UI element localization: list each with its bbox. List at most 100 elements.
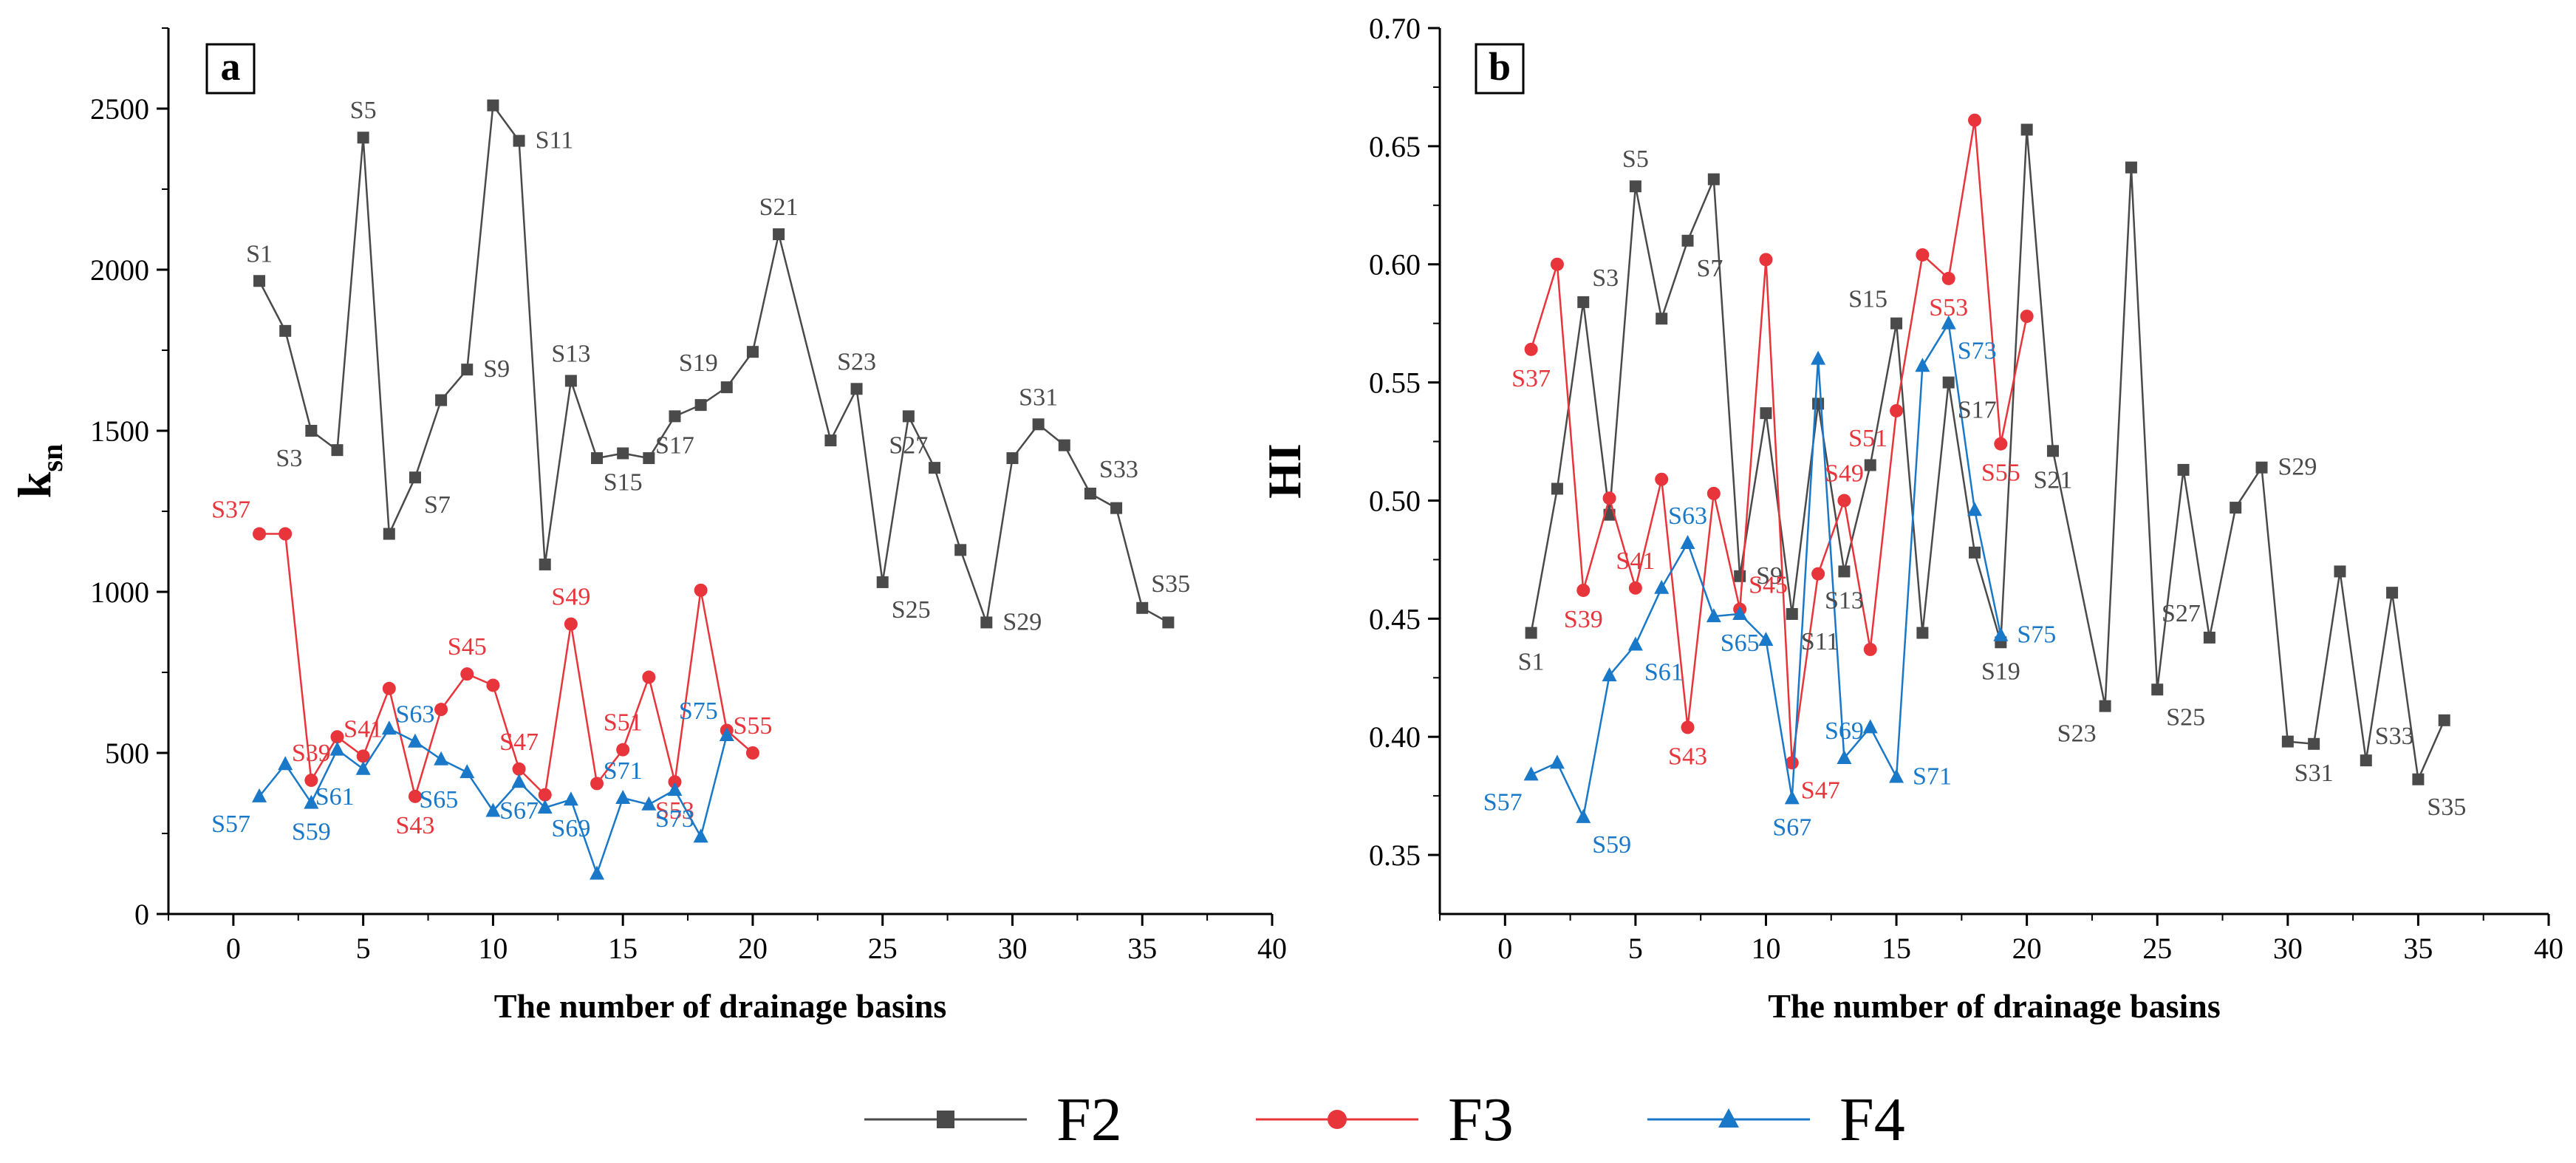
data-point-f3: [1863, 642, 1877, 656]
annotation-label: S67: [499, 797, 539, 825]
data-point-f3: [1628, 581, 1642, 595]
annotation-label: S11: [536, 127, 574, 154]
data-point-f2: [513, 134, 525, 147]
data-point-f4: [1680, 535, 1695, 550]
x-tick-label: 15: [608, 932, 638, 965]
annotation-label: S45: [1749, 572, 1788, 599]
data-point-f3: [1994, 437, 2008, 451]
y-tick-label: 1000: [90, 576, 149, 609]
x-tick-label: 25: [2142, 932, 2172, 965]
data-point-f2: [824, 434, 837, 447]
annotation-label: S49: [1825, 460, 1864, 487]
annotation-label: S3: [276, 445, 302, 472]
annotation-label: S65: [1721, 630, 1760, 657]
data-point-f3: [279, 527, 293, 541]
data-point-f2: [2360, 754, 2372, 767]
data-point-f2: [2386, 587, 2399, 599]
data-point-f4: [641, 796, 657, 811]
data-point-f2: [1864, 459, 1876, 471]
data-point-f4: [1523, 766, 1539, 781]
data-point-f3: [1576, 583, 1591, 597]
data-point-f2: [643, 452, 655, 465]
annotation-label: S1: [1518, 649, 1545, 676]
data-point-f4: [693, 828, 708, 843]
data-point-f2: [2412, 773, 2425, 785]
data-point-f4: [1889, 768, 1904, 783]
annotation-label: S39: [292, 740, 331, 767]
data-point-f2: [2020, 123, 2033, 136]
annotation-label: S27: [2162, 600, 2201, 627]
data-point-f2: [1006, 452, 1019, 465]
data-point-f4: [1732, 605, 1748, 620]
data-point-f3: [408, 789, 422, 803]
data-point-f4: [434, 751, 449, 765]
annotation-label: S21: [759, 194, 799, 221]
data-point-f3: [694, 583, 708, 597]
annotation-label: S11: [1801, 628, 1839, 655]
annotation-label: S25: [2166, 703, 2205, 731]
data-point-f2: [409, 471, 421, 484]
data-point-f3: [642, 670, 656, 684]
data-point-f3: [486, 678, 500, 692]
panel-letter-box: [205, 43, 256, 95]
data-point-f2: [850, 383, 863, 395]
x-tick-label: 5: [1628, 932, 1643, 965]
x-axis-title: The number of drainage basins: [494, 987, 947, 1025]
annotation-label: S33: [2375, 723, 2414, 750]
data-point-f2: [539, 558, 551, 570]
data-point-f4: [1837, 749, 1852, 764]
data-point-f3: [1759, 253, 1773, 267]
data-point-f2: [2099, 700, 2111, 712]
data-point-f4: [1654, 579, 1670, 594]
annotation-label: S57: [211, 811, 250, 838]
data-point-f3: [434, 703, 448, 717]
x-tick-label: 25: [868, 932, 898, 965]
legend-label-f3: F3: [1448, 1085, 1514, 1154]
x-tick-label: 10: [478, 932, 508, 965]
legend: F2 F3 F4: [864, 1085, 1905, 1154]
data-point-f2: [253, 275, 266, 287]
y-tick-label: 0.55: [1369, 366, 1421, 400]
data-point-f4: [1602, 667, 1617, 682]
data-point-f2: [1838, 565, 1851, 578]
annotation-label: S59: [1592, 831, 1631, 859]
annotation-label: S15: [1848, 286, 1887, 313]
data-point-f2: [1577, 296, 1590, 308]
data-point-f2: [2308, 737, 2320, 750]
y-tick-label: 0: [134, 898, 149, 931]
data-point-f2: [357, 132, 369, 144]
annotation-label: S27: [889, 432, 928, 459]
data-point-f2: [1656, 313, 1668, 325]
annotation-label: S61: [1644, 659, 1684, 686]
data-point-f3: [253, 527, 267, 541]
data-point-f3: [1916, 248, 1930, 262]
annotation-label: S73: [1958, 338, 1997, 365]
annotation-label: S17: [1958, 397, 1997, 424]
annotation-label: S7: [424, 491, 451, 519]
y-axis-title: ksn: [8, 444, 69, 498]
y-tick-label: 0.35: [1369, 839, 1421, 872]
annotation-label: S55: [1981, 460, 2020, 487]
data-point-f4: [590, 865, 605, 880]
data-point-f2: [2125, 161, 2137, 174]
data-point-f4: [1993, 627, 2009, 641]
annotation-label: S19: [1981, 658, 2020, 685]
annotation-label: S1: [246, 240, 273, 267]
x-tick-label: 0: [1497, 932, 1512, 965]
annotation-label: S23: [2057, 720, 2097, 748]
legend-marker-f4: [1718, 1108, 1739, 1128]
data-point-f3: [745, 746, 759, 760]
y-axis-title: HI: [1258, 443, 1311, 499]
annotation-label: S41: [1616, 548, 1655, 575]
data-point-f2: [746, 346, 759, 358]
x-tick-label: 5: [356, 932, 371, 965]
annotation-label: S63: [395, 701, 434, 729]
data-point-f4: [1549, 754, 1565, 769]
data-point-f4: [381, 720, 397, 735]
annotation-label: S37: [211, 497, 250, 524]
data-point-f4: [1784, 790, 1800, 805]
series-line-f3: [1530, 119, 2028, 764]
data-point-f3: [590, 777, 604, 791]
annotation-label: S75: [2017, 621, 2056, 649]
data-point-f2: [1942, 376, 1955, 389]
